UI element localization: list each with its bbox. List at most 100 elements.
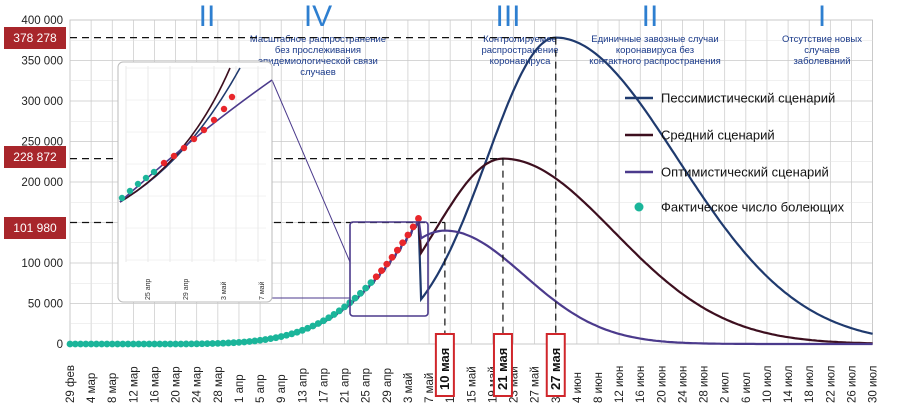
date-box <box>545 333 566 397</box>
actual-case-dot <box>399 239 407 247</box>
x-tick-label: 12 июн <box>614 366 626 403</box>
actual-case-dot <box>225 339 232 347</box>
actual-case-dot <box>309 322 317 330</box>
x-tick-label: 26 июл <box>846 366 858 404</box>
x-tick-label: 28 мар <box>213 366 225 403</box>
actual-case-dot <box>119 340 127 348</box>
actual-case-dot <box>393 246 401 254</box>
x-tick-label: 6 июл <box>741 372 753 403</box>
actual-case-dot <box>261 336 269 343</box>
value-badge-label: 378 278 <box>13 31 57 45</box>
y-tick-label: 250 000 <box>21 137 63 149</box>
inset-dot <box>170 152 178 160</box>
y-tick-label: 200 000 <box>21 177 63 189</box>
actual-case-dot <box>246 338 253 345</box>
actual-case-dot <box>267 335 275 343</box>
inset-x-label: 29 апр <box>183 279 190 300</box>
actual-case-dot <box>293 328 301 336</box>
actual-case-dot <box>372 273 380 281</box>
x-tick-label: 28 июн <box>699 366 711 403</box>
actual-case-dot <box>135 340 143 348</box>
actual-case-dot <box>388 253 396 261</box>
legend-swatch <box>634 202 644 212</box>
x-tick-label: 5 апр <box>255 374 267 403</box>
zoom-rect <box>349 221 429 317</box>
x-tick-label: 22 июл <box>825 366 837 404</box>
x-tick-label: 14 июл <box>783 366 795 404</box>
actual-case-dot <box>166 340 174 348</box>
actual-case-dot <box>198 340 206 348</box>
actual-case-dot <box>256 336 264 344</box>
inset-dot <box>228 93 236 101</box>
phase-description: Контролируемое распространение коронавирус… <box>481 34 558 67</box>
actual-case-dot <box>240 338 248 346</box>
actual-case-dot <box>277 333 285 340</box>
inset-x-label: 3 май <box>220 281 228 300</box>
actual-case-dot <box>272 334 280 342</box>
y-tick-label: 400 000 <box>21 15 63 27</box>
actual-case-dot <box>77 340 84 348</box>
inset-dot <box>190 135 198 143</box>
actual-case-dot <box>87 340 95 348</box>
x-tick-label: 15 май <box>466 366 478 403</box>
x-tick-label: 16 июн <box>635 366 647 403</box>
legend-label: Фактическое число болеющих <box>661 200 845 215</box>
actual-case-dot <box>357 289 364 297</box>
highlight-guides: 378 278 27 мая 228 872 21 мая 101 980 10 мая <box>4 27 566 397</box>
phase-numeral: IV <box>304 0 332 33</box>
actual-case-dot <box>182 340 190 348</box>
actual-case-dot <box>409 223 417 231</box>
x-tick-label: 16 мар <box>149 366 161 403</box>
phase-description: Отсутствие новых случаев заболеваний <box>782 34 862 67</box>
actual-case-dot <box>230 339 238 347</box>
actual-case-dot <box>362 284 370 292</box>
x-tick-label: 24 мар <box>192 366 204 403</box>
y-tick-label: 350 000 <box>21 56 63 68</box>
value-badge-label: 101 980 <box>13 221 57 235</box>
value-badge <box>4 217 66 239</box>
x-tick-label: 30 июл <box>868 366 880 404</box>
actual-case-dot <box>219 339 227 347</box>
inset-zoom: 25 апр 29 апр 3 май 7 май <box>117 61 273 303</box>
inset-dot <box>150 168 158 176</box>
y-tick-label: 300 000 <box>21 96 63 108</box>
x-tick-label: 29 фев <box>65 365 77 403</box>
inset-dot <box>134 180 142 188</box>
actual-case-dot <box>288 330 296 338</box>
legend-label: Пессимистический сценарий <box>661 91 835 106</box>
inset-x-label: 7 май <box>258 281 266 300</box>
actual-case-dot <box>404 231 412 239</box>
actual-case-dot <box>367 279 375 287</box>
x-tick-label: 20 июн <box>656 366 668 403</box>
actual-case-dot <box>383 260 391 268</box>
actual-case-dot <box>188 340 195 348</box>
date-box-label: 27 мая <box>548 348 563 390</box>
phase-numeral: II <box>199 0 216 33</box>
actual-case-dot <box>209 340 216 347</box>
actual-case-dot <box>325 314 333 322</box>
x-tick-label: 24 июн <box>677 366 689 403</box>
legend-label: Средний сценарий <box>661 128 775 143</box>
x-tick-label: 9 апр <box>276 374 288 403</box>
y-tick-label: 50 000 <box>28 299 63 311</box>
value-badge-label: 228 872 <box>13 150 57 164</box>
actual-case-dot <box>304 324 311 332</box>
inset-dot <box>126 187 134 195</box>
actual-case-dot <box>298 326 306 334</box>
x-tick-label: 25 апр <box>361 368 373 403</box>
x-tick-label: 17 апр <box>318 368 330 403</box>
actual-case-dot <box>341 303 348 311</box>
x-tick-label: 8 июн <box>593 372 605 403</box>
x-tick-label: 3 май <box>403 373 415 403</box>
x-tick-label: 18 июл <box>804 366 816 404</box>
phase-numeral: I <box>818 0 826 33</box>
actual-case-dot <box>145 340 153 348</box>
phase-description: Масштабное распространение без прослежива… <box>250 34 386 78</box>
value-badge <box>4 27 66 49</box>
x-axis-ticks: 29 фев 4 мар 8 мар 12 мар 16 мар 20 мар 24 мар… <box>65 365 880 403</box>
actual-case-dot <box>82 340 90 348</box>
actual-case-dot <box>251 337 259 345</box>
actual-cases-dots <box>66 215 422 348</box>
actual-case-dot <box>98 340 106 348</box>
